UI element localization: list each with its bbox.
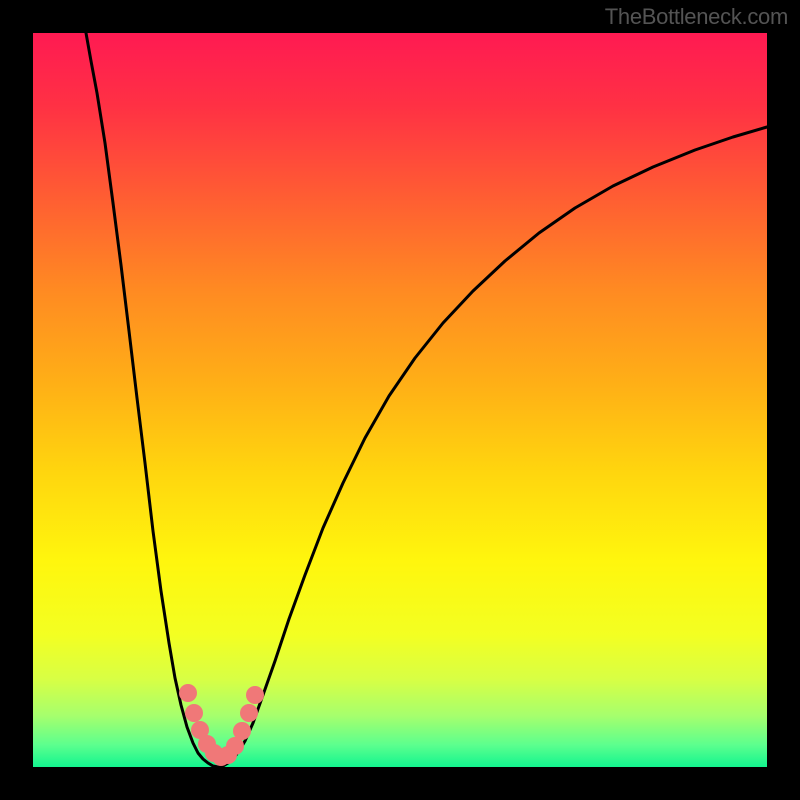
chart-container: TheBottleneck.com	[0, 0, 800, 800]
curve-markers	[33, 33, 767, 767]
watermark-text: TheBottleneck.com	[605, 4, 788, 30]
plot-area	[33, 33, 767, 767]
